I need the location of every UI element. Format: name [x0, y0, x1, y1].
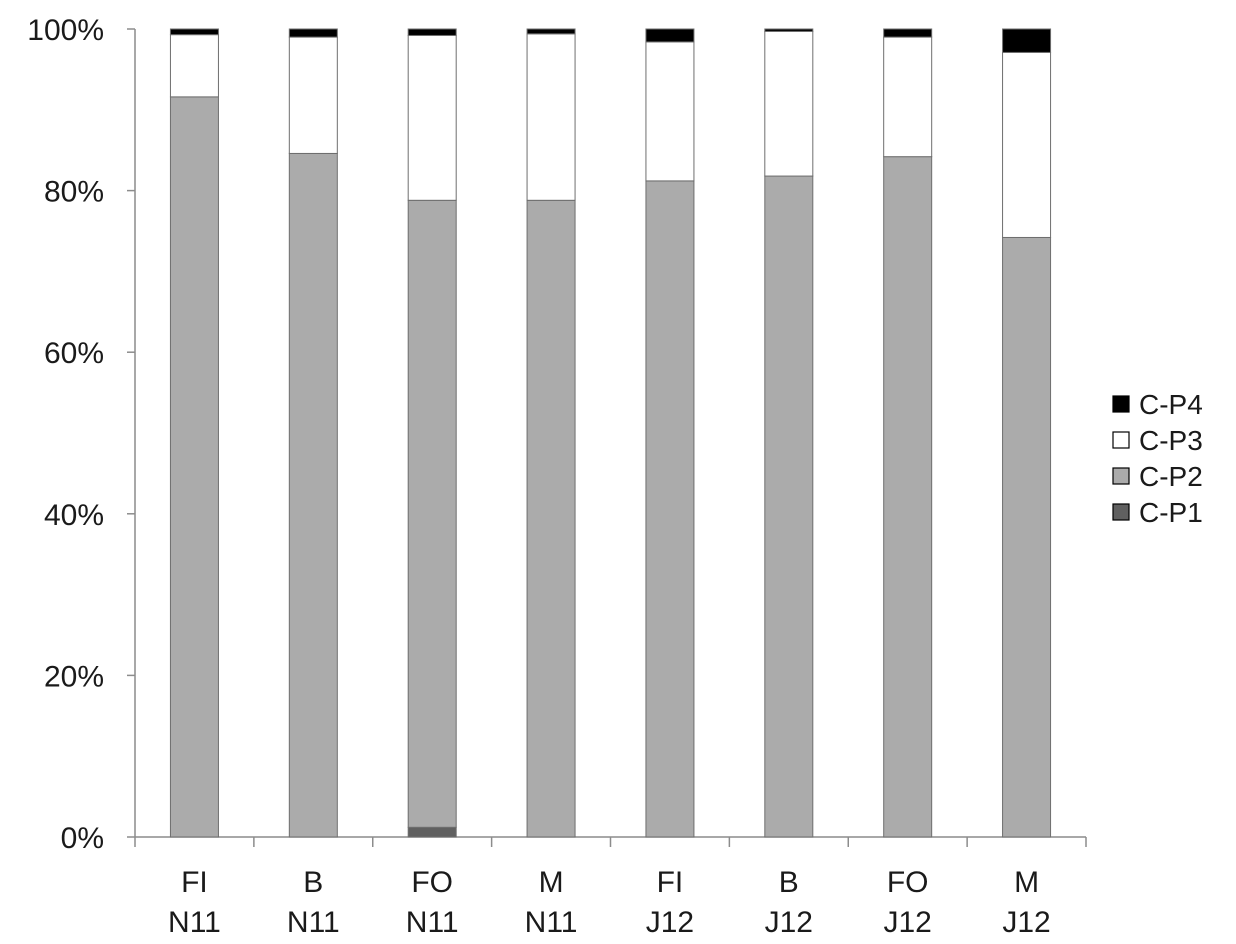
bar-segment-c-p1	[407, 826, 457, 838]
bar-segment-c-p2	[169, 96, 219, 838]
x-category-label-line2: J12	[765, 906, 813, 939]
y-tick-label: 0%	[61, 822, 104, 855]
bar-segment-c-p4	[883, 28, 933, 38]
bar-segment-c-p2	[288, 152, 338, 838]
x-category-label-line1: FI	[657, 866, 684, 899]
bar-segment-c-p2	[407, 199, 457, 828]
bar-segment-c-p3	[1002, 51, 1052, 238]
legend-label: C-P2	[1139, 461, 1203, 492]
bar-segment-c-p4	[169, 28, 219, 36]
bar-segment-c-p2	[1002, 236, 1052, 838]
x-category-label-line2: J12	[884, 906, 932, 939]
bar-segment-c-p2	[645, 180, 695, 838]
bar-segment-c-p4	[526, 28, 576, 35]
x-category-label-line1: M	[539, 866, 564, 899]
x-category-label-line2: N11	[168, 906, 221, 939]
legend-swatch-c-p4	[1112, 395, 1130, 413]
bar-segment-c-p4	[407, 28, 457, 36]
y-tick-label: 40%	[44, 499, 104, 532]
legend-swatch-c-p3	[1112, 431, 1130, 449]
x-category-label-line1: FO	[887, 866, 929, 899]
bars	[169, 28, 1052, 838]
bar-segment-c-p3	[288, 36, 338, 154]
bar-segment-c-p4	[288, 28, 338, 38]
legend-swatch-c-p1	[1112, 503, 1130, 521]
y-tick-label: 80%	[44, 176, 104, 209]
x-category-label-line2: J12	[1002, 906, 1050, 939]
bar-segment-c-p3	[169, 34, 219, 98]
y-tick-label: 60%	[44, 337, 104, 370]
y-tick-label: 20%	[44, 660, 104, 693]
bar-segment-c-p2	[883, 156, 933, 838]
bar-segment-c-p2	[526, 199, 576, 838]
y-axis: 0% 20% 40% 60% 80% 100%	[27, 14, 136, 855]
bar-segment-c-p4	[1002, 28, 1052, 53]
legend-label: C-P4	[1139, 389, 1203, 420]
x-category-label-line2: N11	[525, 906, 578, 939]
bar-segment-c-p2	[764, 175, 814, 838]
bar-segment-c-p3	[883, 36, 933, 158]
x-category-label-line2: N11	[287, 906, 340, 939]
x-category-label-line1: FO	[411, 866, 453, 899]
bar-segment-c-p4	[764, 28, 814, 32]
bar-segment-c-p3	[526, 33, 576, 201]
legend-swatch-c-p2	[1112, 467, 1130, 485]
x-axis: FI N11 B N11 FO N11 M N11 FI J12 B J12 FO J12 M J12	[134, 836, 1087, 939]
bar-segment-c-p3	[407, 34, 457, 201]
bar-segment-c-p3	[764, 30, 814, 177]
x-category-label-line2: N11	[406, 906, 459, 939]
y-tick-label: 100%	[27, 14, 104, 47]
legend-label: C-P3	[1139, 425, 1203, 456]
legend-label: C-P1	[1139, 497, 1203, 528]
legend: C-P4 C-P3 C-P2 C-P1	[1112, 389, 1203, 528]
x-category-label-line2: J12	[646, 906, 694, 939]
x-category-label-line1: FI	[181, 866, 208, 899]
x-category-label-line1: M	[1014, 866, 1039, 899]
bar-segment-c-p4	[645, 28, 695, 43]
x-category-label-line1: B	[303, 866, 323, 899]
x-category-label-line1: B	[779, 866, 799, 899]
bar-segment-c-p3	[645, 41, 695, 182]
